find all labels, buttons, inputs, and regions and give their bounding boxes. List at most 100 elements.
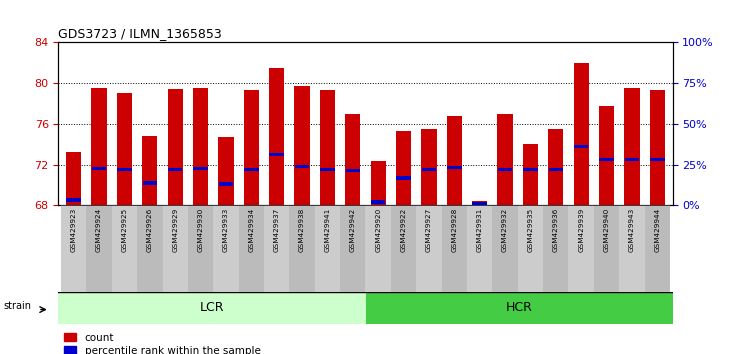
Bar: [574, 63, 588, 205]
Text: GSM429928: GSM429928: [451, 208, 458, 252]
Bar: [442, 205, 467, 292]
Bar: [467, 205, 493, 292]
Bar: [416, 205, 442, 292]
Bar: [421, 129, 436, 205]
Bar: [143, 181, 157, 185]
Bar: [91, 88, 107, 205]
Bar: [92, 167, 106, 171]
Text: GSM429932: GSM429932: [502, 208, 508, 252]
Bar: [625, 158, 639, 161]
Bar: [289, 205, 315, 292]
Bar: [238, 205, 264, 292]
Bar: [396, 176, 411, 179]
Bar: [523, 168, 538, 171]
Bar: [497, 114, 512, 205]
Bar: [244, 168, 259, 171]
Bar: [371, 200, 385, 204]
Bar: [594, 205, 619, 292]
Text: LCR: LCR: [200, 302, 224, 314]
Bar: [371, 160, 386, 205]
Bar: [624, 88, 640, 205]
Text: GSM429944: GSM429944: [654, 208, 660, 252]
Bar: [396, 131, 411, 205]
Bar: [548, 129, 564, 205]
Bar: [66, 152, 81, 205]
Bar: [143, 136, 157, 205]
Text: GSM429943: GSM429943: [629, 208, 635, 252]
Bar: [219, 182, 233, 186]
Bar: [340, 205, 366, 292]
Bar: [117, 168, 132, 171]
Bar: [264, 205, 289, 292]
Bar: [518, 205, 543, 292]
Bar: [523, 144, 538, 205]
Bar: [472, 201, 488, 205]
Text: GSM429927: GSM429927: [426, 208, 432, 252]
Bar: [650, 90, 665, 205]
Bar: [61, 205, 86, 292]
Bar: [243, 90, 259, 205]
Bar: [320, 90, 335, 205]
Text: GSM429937: GSM429937: [273, 208, 280, 252]
Bar: [162, 205, 188, 292]
Text: GSM429923: GSM429923: [71, 208, 77, 252]
Bar: [422, 168, 436, 171]
Bar: [67, 199, 81, 202]
Bar: [391, 205, 416, 292]
Text: GSM429920: GSM429920: [375, 208, 381, 252]
Bar: [270, 153, 284, 156]
Bar: [112, 205, 137, 292]
Bar: [58, 292, 366, 324]
Text: GSM429931: GSM429931: [477, 208, 482, 252]
Bar: [366, 292, 673, 324]
Text: GDS3723 / ILMN_1365853: GDS3723 / ILMN_1365853: [58, 27, 222, 40]
Bar: [645, 205, 670, 292]
Bar: [447, 166, 461, 170]
Bar: [167, 89, 183, 205]
Legend: count, percentile rank within the sample: count, percentile rank within the sample: [64, 333, 260, 354]
Bar: [117, 93, 132, 205]
Text: GSM429934: GSM429934: [249, 208, 254, 252]
Bar: [346, 169, 360, 172]
Text: GSM429938: GSM429938: [299, 208, 305, 252]
Bar: [295, 165, 309, 169]
Text: HCR: HCR: [506, 302, 532, 314]
Text: GSM429926: GSM429926: [147, 208, 153, 252]
Bar: [498, 168, 512, 171]
Bar: [269, 68, 284, 205]
Text: GSM429924: GSM429924: [96, 208, 102, 252]
Text: GSM429930: GSM429930: [197, 208, 203, 252]
Bar: [168, 168, 183, 171]
Text: GSM429925: GSM429925: [121, 208, 127, 252]
Bar: [295, 86, 310, 205]
Bar: [569, 205, 594, 292]
Bar: [619, 205, 645, 292]
Text: GSM429942: GSM429942: [350, 208, 356, 252]
Bar: [188, 205, 213, 292]
Bar: [574, 144, 588, 148]
Text: GSM429935: GSM429935: [528, 208, 534, 252]
Text: GSM429940: GSM429940: [604, 208, 610, 252]
Bar: [493, 205, 518, 292]
Bar: [86, 205, 112, 292]
Text: strain: strain: [3, 301, 31, 312]
Bar: [650, 158, 664, 161]
Bar: [599, 158, 614, 161]
Text: GSM429941: GSM429941: [325, 208, 330, 252]
Text: GSM429929: GSM429929: [173, 208, 178, 252]
Text: GSM429939: GSM429939: [578, 208, 584, 252]
Bar: [599, 105, 614, 205]
Bar: [315, 205, 340, 292]
Text: GSM429936: GSM429936: [553, 208, 558, 252]
Bar: [472, 201, 487, 205]
Bar: [345, 114, 360, 205]
Bar: [320, 168, 335, 171]
Bar: [366, 205, 391, 292]
Text: GSM429922: GSM429922: [401, 208, 406, 252]
Bar: [193, 88, 208, 205]
Bar: [137, 205, 162, 292]
Bar: [548, 168, 563, 171]
Bar: [219, 137, 234, 205]
Text: GSM429933: GSM429933: [223, 208, 229, 252]
Bar: [447, 116, 462, 205]
